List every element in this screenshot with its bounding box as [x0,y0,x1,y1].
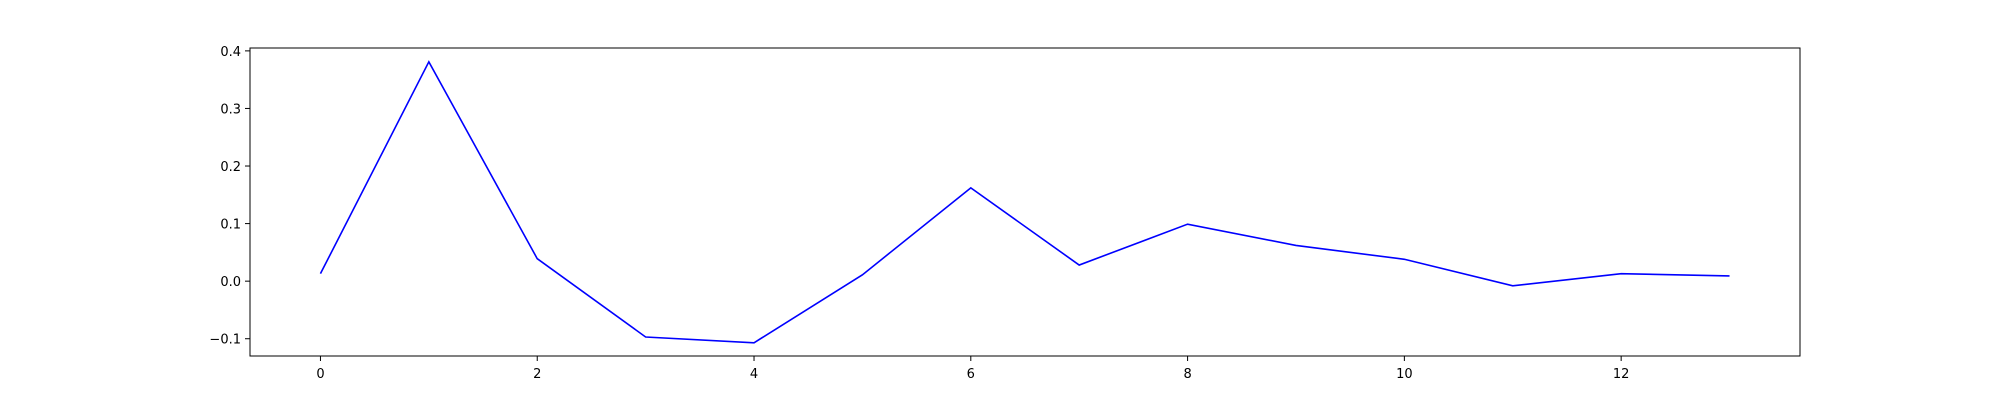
y-tick-label: 0.3 [220,102,241,117]
series-layer [319,60,1730,344]
x-tick-label: 12 [1613,367,1630,382]
y-tick-label: 0.0 [220,275,241,290]
y-axis: −0.1 0.0 0.1 0.2 0.3 0.4 [209,45,250,348]
x-tick-label: 4 [750,367,758,382]
x-tick-label: 0 [316,367,324,382]
y-tick-label: 0.4 [220,45,241,60]
x-tick-label: 8 [1183,367,1191,382]
series-line-0 [319,60,1730,344]
x-tick-label: 6 [967,367,975,382]
y-tick-label: 0.1 [220,218,241,233]
x-tick-label: 10 [1396,367,1413,382]
plot-frame [249,47,1801,357]
y-tick-label: 0.2 [220,160,241,175]
x-tick-label: 2 [533,367,541,382]
y-tick-label: −0.1 [209,333,241,348]
x-axis: 0 2 4 6 8 10 12 [316,356,1629,382]
